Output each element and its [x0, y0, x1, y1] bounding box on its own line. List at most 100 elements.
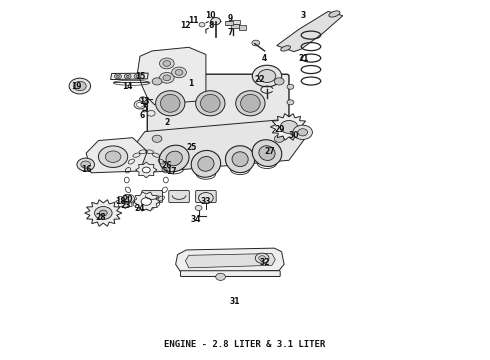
- Polygon shape: [136, 162, 157, 178]
- FancyBboxPatch shape: [180, 271, 280, 276]
- Ellipse shape: [156, 91, 185, 116]
- Circle shape: [163, 60, 171, 66]
- Text: 27: 27: [264, 147, 275, 156]
- Ellipse shape: [329, 11, 340, 17]
- Circle shape: [122, 199, 129, 204]
- Circle shape: [136, 75, 139, 77]
- FancyBboxPatch shape: [239, 26, 246, 30]
- Polygon shape: [85, 200, 122, 226]
- Text: 15: 15: [135, 72, 145, 81]
- Polygon shape: [175, 248, 284, 273]
- Text: 14: 14: [122, 82, 133, 91]
- FancyBboxPatch shape: [147, 74, 289, 146]
- Circle shape: [252, 40, 260, 46]
- Polygon shape: [111, 73, 148, 80]
- Text: 23: 23: [120, 201, 130, 210]
- Circle shape: [216, 273, 225, 280]
- Polygon shape: [138, 47, 206, 105]
- Circle shape: [97, 208, 110, 218]
- Ellipse shape: [236, 91, 265, 116]
- Text: 25: 25: [186, 143, 196, 152]
- Text: 8: 8: [208, 21, 214, 30]
- Circle shape: [143, 167, 150, 173]
- Text: 26: 26: [162, 161, 172, 170]
- Circle shape: [134, 74, 141, 79]
- Circle shape: [287, 131, 294, 136]
- Polygon shape: [130, 119, 306, 173]
- Circle shape: [259, 256, 266, 261]
- FancyBboxPatch shape: [196, 190, 216, 203]
- Ellipse shape: [191, 150, 220, 177]
- Text: 22: 22: [254, 75, 265, 84]
- Polygon shape: [86, 138, 147, 173]
- Text: 19: 19: [71, 82, 82, 91]
- Circle shape: [105, 151, 121, 162]
- Ellipse shape: [252, 140, 282, 166]
- Circle shape: [159, 58, 174, 69]
- Circle shape: [81, 161, 91, 168]
- FancyBboxPatch shape: [169, 190, 189, 203]
- Text: 13: 13: [140, 96, 150, 105]
- Circle shape: [274, 78, 284, 85]
- Ellipse shape: [281, 46, 291, 51]
- Circle shape: [199, 23, 205, 27]
- Text: 1: 1: [189, 79, 194, 88]
- Circle shape: [287, 115, 294, 120]
- Circle shape: [175, 69, 183, 75]
- Circle shape: [137, 102, 144, 107]
- Circle shape: [258, 69, 276, 82]
- Ellipse shape: [225, 146, 255, 173]
- Circle shape: [159, 72, 174, 83]
- FancyBboxPatch shape: [231, 24, 239, 28]
- Circle shape: [124, 74, 131, 79]
- Ellipse shape: [241, 94, 260, 112]
- Circle shape: [147, 111, 155, 116]
- Text: 21: 21: [298, 54, 309, 63]
- Polygon shape: [133, 192, 160, 211]
- FancyBboxPatch shape: [142, 190, 162, 203]
- Text: 32: 32: [259, 258, 270, 267]
- FancyBboxPatch shape: [226, 21, 235, 26]
- FancyBboxPatch shape: [225, 21, 233, 25]
- Circle shape: [287, 100, 294, 105]
- Circle shape: [198, 193, 213, 203]
- Circle shape: [293, 125, 313, 139]
- Text: 20: 20: [122, 195, 133, 204]
- Circle shape: [163, 75, 171, 81]
- Circle shape: [95, 207, 112, 220]
- Ellipse shape: [200, 94, 220, 112]
- Circle shape: [77, 158, 95, 171]
- Circle shape: [74, 81, 86, 91]
- Circle shape: [69, 78, 91, 94]
- Circle shape: [152, 135, 162, 142]
- Circle shape: [141, 198, 151, 205]
- Text: 28: 28: [96, 213, 106, 222]
- Ellipse shape: [259, 146, 275, 161]
- Circle shape: [195, 206, 202, 211]
- Circle shape: [117, 75, 120, 77]
- Circle shape: [98, 146, 128, 167]
- Circle shape: [255, 253, 269, 263]
- Text: 2: 2: [164, 118, 170, 127]
- Text: 29: 29: [274, 125, 285, 134]
- Ellipse shape: [159, 145, 189, 172]
- Text: 34: 34: [191, 215, 201, 224]
- Text: 9: 9: [228, 14, 233, 23]
- Text: 10: 10: [205, 10, 216, 19]
- Circle shape: [126, 75, 129, 77]
- Circle shape: [99, 210, 107, 216]
- Circle shape: [211, 18, 220, 25]
- Ellipse shape: [160, 94, 180, 112]
- Text: 18: 18: [115, 197, 126, 206]
- Circle shape: [298, 129, 308, 136]
- Text: 4: 4: [262, 54, 267, 63]
- Polygon shape: [185, 253, 275, 268]
- Text: 17: 17: [167, 167, 177, 176]
- Text: 16: 16: [81, 165, 92, 174]
- Text: 11: 11: [189, 16, 199, 25]
- Ellipse shape: [198, 157, 214, 171]
- Text: 24: 24: [135, 204, 145, 213]
- Circle shape: [123, 194, 135, 203]
- Circle shape: [282, 122, 296, 132]
- Text: 33: 33: [201, 197, 211, 206]
